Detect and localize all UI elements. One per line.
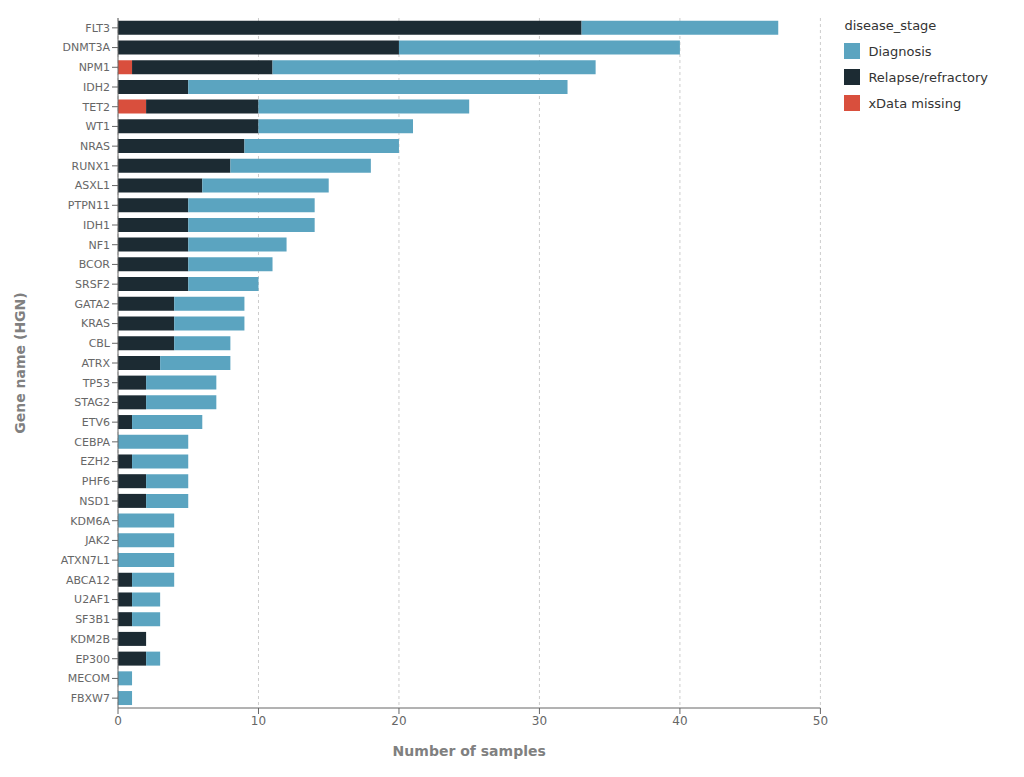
svg-text:CEBPA: CEBPA xyxy=(74,436,110,449)
svg-text:ATRX: ATRX xyxy=(81,357,110,370)
svg-text:DNMT3A: DNMT3A xyxy=(63,41,111,54)
svg-text:EP300: EP300 xyxy=(75,653,110,666)
svg-text:KDM2B: KDM2B xyxy=(70,633,110,646)
svg-text:EZH2: EZH2 xyxy=(80,455,110,468)
svg-text:0: 0 xyxy=(114,714,122,728)
svg-text:RUNX1: RUNX1 xyxy=(72,160,110,173)
svg-text:Gene name (HGN): Gene name (HGN) xyxy=(12,292,28,433)
svg-text:WT1: WT1 xyxy=(85,120,110,133)
svg-text:ASXL1: ASXL1 xyxy=(75,179,110,192)
svg-text:SRSF2: SRSF2 xyxy=(75,278,110,291)
svg-text:GATA2: GATA2 xyxy=(74,298,110,311)
svg-text:SF3B1: SF3B1 xyxy=(75,613,110,626)
svg-text:IDH2: IDH2 xyxy=(83,81,110,94)
svg-text:TP53: TP53 xyxy=(82,377,110,390)
svg-text:KDM6A: KDM6A xyxy=(70,515,110,528)
svg-text:JAK2: JAK2 xyxy=(84,534,110,547)
svg-text:50: 50 xyxy=(813,714,828,728)
svg-text:PHF6: PHF6 xyxy=(82,475,110,488)
svg-text:PTPN11: PTPN11 xyxy=(68,199,110,212)
svg-text:40: 40 xyxy=(672,714,687,728)
svg-text:U2AF1: U2AF1 xyxy=(74,593,110,606)
svg-text:20: 20 xyxy=(391,714,406,728)
svg-text:Number of samples: Number of samples xyxy=(393,743,546,759)
svg-text:NPM1: NPM1 xyxy=(79,61,110,74)
html-text:Diagnosis: Diagnosis xyxy=(868,43,932,59)
html-text:disease_stage: disease_stage xyxy=(844,18,937,33)
svg-text:10: 10 xyxy=(251,714,266,728)
svg-text:FLT3: FLT3 xyxy=(85,22,110,35)
svg-text:ETV6: ETV6 xyxy=(82,416,110,429)
svg-text:TET2: TET2 xyxy=(82,101,110,114)
svg-text:MECOM: MECOM xyxy=(68,672,110,685)
svg-text:CBL: CBL xyxy=(89,337,111,350)
svg-text:NF1: NF1 xyxy=(88,239,110,252)
html-text:Relapse/refractory: Relapse/refractory xyxy=(868,69,988,85)
svg-text:ATXN7L1: ATXN7L1 xyxy=(61,554,110,567)
svg-text:STAG2: STAG2 xyxy=(74,396,110,409)
html-text:xData missing: xData missing xyxy=(868,95,962,111)
svg-text:BCOR: BCOR xyxy=(79,258,111,271)
svg-text:NSD1: NSD1 xyxy=(79,495,110,508)
svg-text:KRAS: KRAS xyxy=(81,317,110,330)
svg-text:FBXW7: FBXW7 xyxy=(71,692,110,705)
svg-text:NRAS: NRAS xyxy=(80,140,110,153)
svg-text:ABCA12: ABCA12 xyxy=(66,574,110,587)
svg-text:30: 30 xyxy=(532,714,547,728)
svg-text:IDH1: IDH1 xyxy=(83,219,110,232)
